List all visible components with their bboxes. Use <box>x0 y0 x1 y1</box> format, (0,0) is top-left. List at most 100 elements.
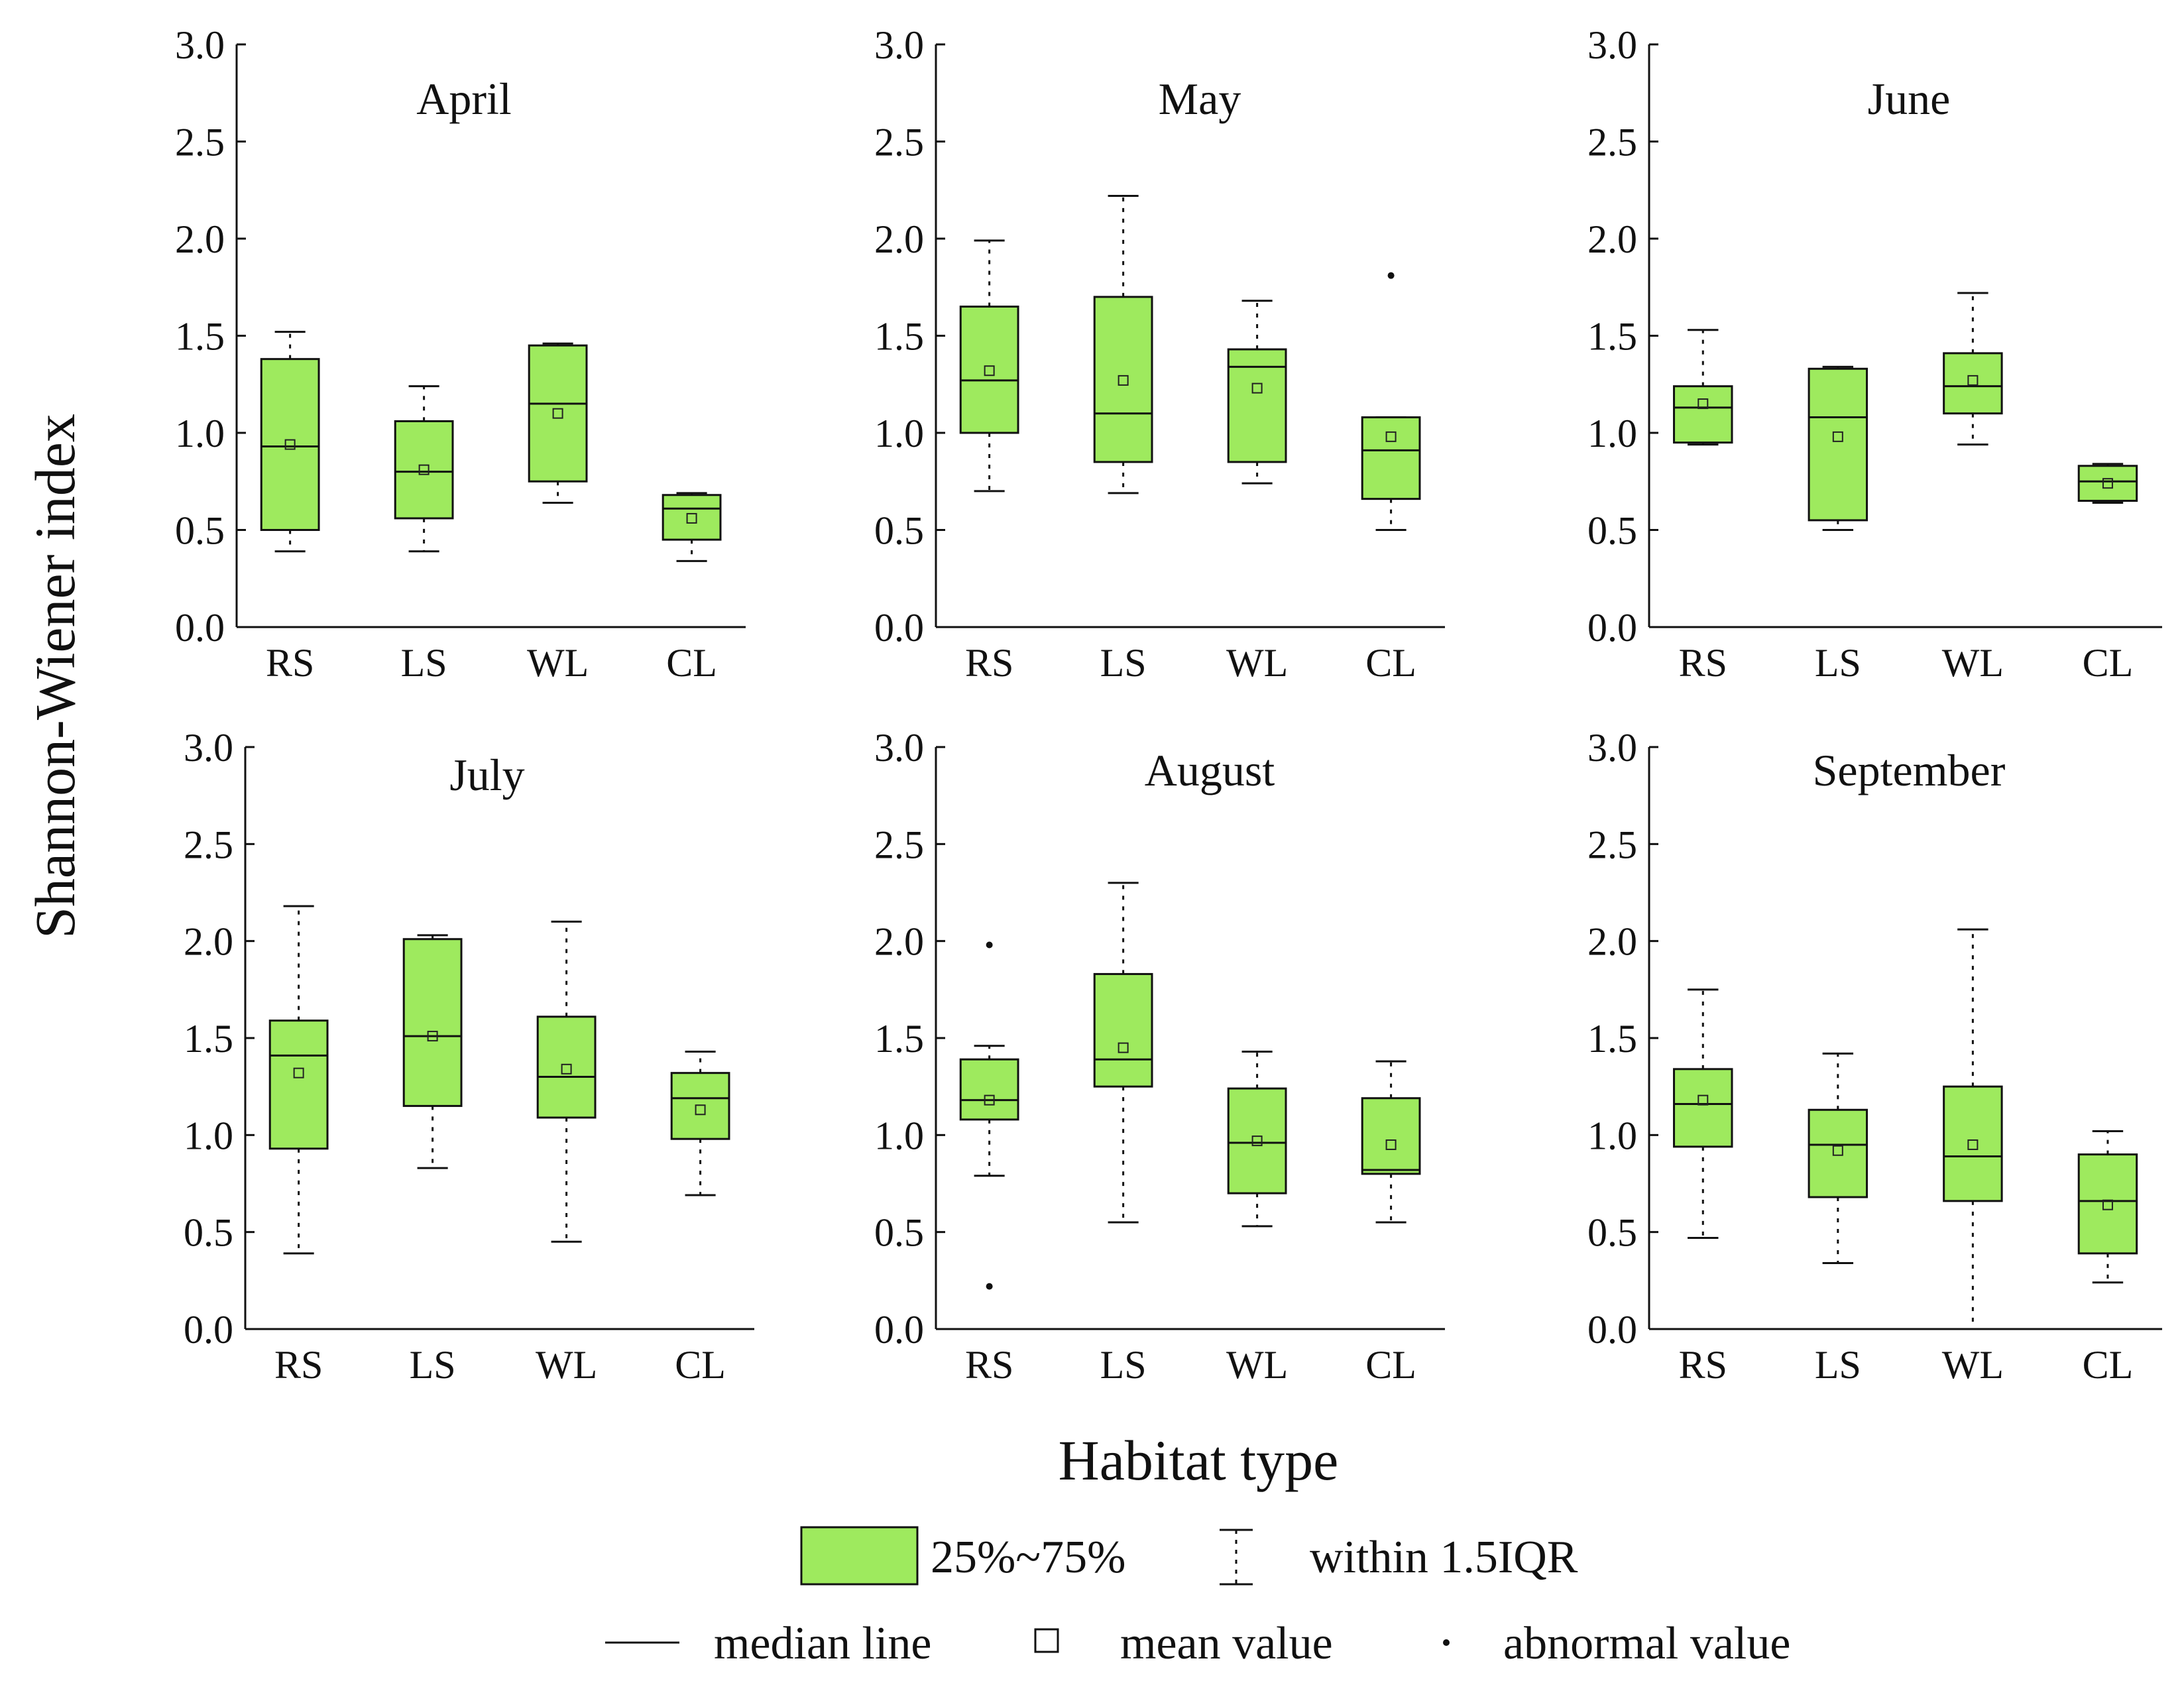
mean-marker <box>984 1094 995 1106</box>
box-rs <box>260 331 320 553</box>
y-tick-label: 0.5 <box>184 1211 233 1255</box>
x-tick-label-ls: LS <box>401 641 447 685</box>
x-tick-label-wl: WL <box>1226 1343 1288 1387</box>
panel-title: June <box>1868 74 1951 124</box>
box-ls <box>1093 195 1153 494</box>
legend-mean-label: mean value <box>1120 1618 1333 1669</box>
x-tick-label-cl: CL <box>1365 1343 1416 1387</box>
mean-marker <box>1118 1042 1129 1053</box>
box-wl <box>1227 1050 1287 1228</box>
y-tick-label: 0.5 <box>874 1211 924 1255</box>
panel-title: April <box>416 74 512 124</box>
mean-marker <box>1251 1135 1263 1147</box>
x-tick-label-cl: CL <box>1365 641 1416 685</box>
box-ls <box>1093 882 1153 1224</box>
x-tick-label-cl: CL <box>2083 1343 2134 1387</box>
x-tick-label-ls: LS <box>1100 641 1147 685</box>
iqr-box <box>959 1058 1019 1121</box>
y-tick-label: 1.0 <box>874 1114 924 1157</box>
x-tick-label-wl: WL <box>527 641 589 685</box>
iqr-box <box>1227 348 1287 463</box>
y-tick-label: 2.0 <box>184 920 233 964</box>
box-ls <box>1808 1052 1868 1264</box>
iqr-box <box>1808 1108 1868 1198</box>
y-tick-label: 3.0 <box>1587 726 1637 770</box>
y-tick-label: 1.5 <box>184 1017 233 1061</box>
y-tick-label: 1.0 <box>874 412 924 455</box>
mean-marker <box>1118 375 1129 386</box>
x-tick-label-cl: CL <box>2083 641 2134 685</box>
iqr-box <box>1808 367 1868 522</box>
mean-marker <box>427 1031 438 1042</box>
y-tick-label: 1.5 <box>1587 1017 1637 1061</box>
x-tick-label-rs: RS <box>266 641 314 685</box>
mean-marker <box>1385 1139 1397 1150</box>
x-tick-label-ls: LS <box>1100 1343 1147 1387</box>
iqr-box <box>528 344 588 483</box>
y-tick-label: 1.0 <box>184 1114 233 1157</box>
y-tick-label: 2.5 <box>175 121 225 164</box>
panel-may: 0.0 0.5 1.0 1.5 2.0 2.5 3.0 RS LS WL CL May <box>874 23 1445 685</box>
mean-marker <box>561 1063 572 1075</box>
x-tick-label-wl: WL <box>1942 641 2004 685</box>
y-tick-label: 2.0 <box>1587 920 1637 964</box>
mean-marker <box>1385 431 1397 442</box>
panel-title: September <box>1813 745 2006 795</box>
y-tick-label: 1.5 <box>175 315 225 359</box>
y-tick-label: 0.0 <box>1587 606 1637 650</box>
x-tick-label-ls: LS <box>1815 1343 1861 1387</box>
iqr-box <box>2077 1153 2138 1255</box>
y-tick-label: 0.5 <box>1587 1211 1637 1255</box>
mean-marker <box>1697 1094 1709 1106</box>
iqr-box <box>1673 1068 1733 1148</box>
box-ls <box>1808 365 1868 531</box>
iqr-box <box>402 938 463 1107</box>
iqr-box <box>260 358 320 531</box>
y-tick-label: 3.0 <box>1587 23 1637 67</box>
iqr-box <box>1943 352 2003 415</box>
y-tick-label: 2.0 <box>175 217 225 261</box>
box-cl <box>2077 463 2138 504</box>
x-tick-label-rs: RS <box>1679 641 1727 685</box>
panel-june: 0.0 0.5 1.0 1.5 2.0 2.5 3.0 RS LS WL CL June <box>1587 23 2162 685</box>
y-tick-label: 1.5 <box>874 315 924 359</box>
y-tick-label: 0.0 <box>1587 1308 1637 1352</box>
y-tick-label: 2.5 <box>874 121 924 164</box>
legend-box-label: 25%~75% <box>931 1532 1126 1583</box>
iqr-box <box>268 1019 329 1150</box>
iqr-box <box>1361 1097 1421 1175</box>
mean-marker <box>1832 431 1843 442</box>
box-rs <box>1673 329 1733 446</box>
panel-title: July <box>449 750 524 800</box>
x-tick-label-rs: RS <box>1679 1343 1727 1387</box>
iqr-box <box>1093 296 1153 463</box>
y-tick-label: 0.5 <box>175 509 225 553</box>
y-tick-label: 0.0 <box>175 606 225 650</box>
x-tick-label-wl: WL <box>1942 1343 2004 1387</box>
mean-marker <box>1251 382 1263 394</box>
box-wl <box>1227 300 1287 485</box>
panel-august: 0.0 0.5 1.0 1.5 2.0 2.5 3.0 RS LS WL CL August <box>874 726 1445 1387</box>
y-tick-label: 1.0 <box>1587 412 1637 455</box>
box-rs <box>959 941 1019 1290</box>
mean-marker <box>1832 1145 1843 1156</box>
outlier-point <box>986 1283 993 1290</box>
panel-title: May <box>1159 74 1241 124</box>
legend-box-swatch <box>800 1526 919 1586</box>
x-tick-label-ls: LS <box>1815 641 1861 685</box>
y-tick-label: 0.5 <box>874 509 924 553</box>
mean-marker <box>418 464 430 475</box>
y-tick-label: 0.0 <box>184 1308 233 1352</box>
y-tick-label: 0.5 <box>1587 509 1637 553</box>
iqr-box <box>2077 465 2138 502</box>
x-tick-label-wl: WL <box>536 1343 597 1387</box>
y-tick-label: 1.5 <box>874 1017 924 1061</box>
box-wl <box>536 920 597 1243</box>
mean-marker <box>695 1104 706 1116</box>
x-tick-label-ls: LS <box>410 1343 456 1387</box>
box-cl <box>1361 272 1421 531</box>
box-rs <box>959 239 1019 493</box>
y-tick-label: 3.0 <box>184 726 233 770</box>
box-cl <box>661 492 722 562</box>
y-tick-label: 3.0 <box>874 726 924 770</box>
